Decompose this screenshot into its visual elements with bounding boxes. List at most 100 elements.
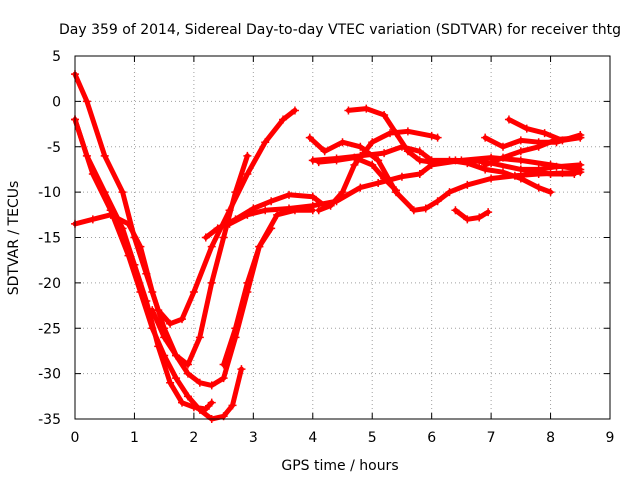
data-point-sat-k	[558, 169, 567, 178]
data-point-sat-a	[166, 319, 175, 328]
data-point-sat-m	[350, 153, 359, 162]
data-point-sat-h	[285, 204, 293, 213]
data-point-sat-r	[516, 165, 525, 174]
data-point-sat-n	[463, 215, 472, 224]
data-point-sat-f	[231, 324, 240, 333]
data-point-sat-f	[267, 224, 276, 233]
data-point-sat-q	[534, 142, 543, 151]
data-point-sat-l	[380, 110, 389, 119]
data-point-sat-d	[183, 360, 192, 369]
data-point-sat-e	[183, 369, 192, 378]
data-point-sat-g	[213, 224, 222, 233]
y-tick-label: -25	[38, 321, 61, 337]
data-point-sat-a	[207, 242, 216, 251]
chart-title: Day 359 of 2014, Sidereal Day-to-day VTE…	[59, 22, 621, 38]
y-axis-label: SDTVAR / TECUs	[6, 181, 22, 296]
data-point-sat-c	[183, 392, 192, 401]
data-point-sat-d	[231, 188, 240, 197]
data-point-sat-l	[415, 156, 424, 165]
data-point-sat-c	[124, 251, 133, 260]
data-point-sat-l	[344, 106, 353, 115]
data-point-sat-i	[350, 160, 359, 169]
data-point-sat-f	[243, 278, 252, 287]
data-point-sat-i	[403, 127, 412, 136]
data-point-sat-m	[332, 156, 341, 165]
series-layer	[71, 70, 585, 423]
data-point-sat-n	[451, 206, 460, 215]
data-point-sat-l	[516, 174, 525, 183]
grid-lines	[75, 56, 610, 419]
x-tick-label: 7	[487, 430, 496, 446]
data-point-sat-o	[499, 142, 507, 151]
data-point-sat-l	[499, 168, 507, 177]
data-point-sat-r	[576, 160, 585, 169]
data-point-sat-o	[481, 133, 490, 142]
data-point-sat-c	[195, 405, 204, 414]
data-point-sat-g	[285, 190, 293, 199]
data-point-sat-h	[397, 172, 406, 181]
data-point-sat-l	[403, 147, 412, 156]
data-point-sat-c	[136, 287, 145, 296]
data-point-sat-a	[118, 188, 127, 197]
data-point-sat-l	[546, 188, 555, 197]
y-tick-label: -15	[38, 231, 61, 247]
data-point-sat-b	[178, 398, 186, 407]
series-line-sat-a	[72, 71, 298, 327]
data-point-sat-a	[189, 287, 198, 296]
x-tick-label: 4	[308, 430, 317, 446]
data-point-sat-a	[279, 115, 288, 124]
data-point-sat-b	[166, 378, 175, 387]
data-point-sat-d	[148, 287, 157, 296]
data-point-sat-l	[463, 159, 472, 168]
data-point-sat-k	[576, 168, 585, 177]
data-point-sat-b	[207, 398, 216, 407]
data-point-sat-f	[255, 242, 264, 251]
data-point-sat-i	[326, 201, 335, 210]
y-tick-label: 5	[52, 49, 61, 65]
data-point-sat-r	[552, 162, 561, 171]
data-point-sat-m	[314, 158, 323, 167]
data-point-sat-e	[273, 210, 282, 219]
data-point-sat-g	[267, 197, 276, 206]
data-point-sat-h	[261, 206, 270, 215]
data-point-sat-l	[392, 129, 400, 138]
data-point-sat-e	[148, 306, 157, 315]
x-tick-label: 6	[427, 430, 436, 446]
series-line-sat-n	[452, 207, 491, 222]
data-point-sat-l	[445, 156, 454, 165]
data-point-sat-a	[290, 106, 299, 115]
data-point-sat-p	[522, 124, 531, 133]
data-point-sat-h	[356, 183, 365, 192]
data-point-sat-c	[148, 324, 157, 333]
data-point-sat-k	[305, 133, 314, 142]
y-tick-label: 0	[52, 94, 61, 110]
y-tick-labels: 5 0 -5 -10 -15 -20 -25 -30 -35	[38, 49, 61, 428]
x-tick-label: 8	[546, 430, 555, 446]
data-point-sat-m	[368, 160, 377, 169]
data-point-sat-d	[195, 333, 204, 342]
data-point-sat-a	[178, 315, 186, 324]
data-point-sat-j	[308, 156, 317, 165]
data-point-sat-e	[160, 333, 169, 342]
data-point-sat-k	[338, 138, 347, 147]
series-line-sat-k	[307, 135, 583, 213]
data-point-sat-q	[552, 135, 561, 144]
data-point-sat-i	[433, 133, 442, 142]
data-point-sat-g	[201, 233, 210, 242]
data-point-sat-j	[415, 147, 424, 156]
data-point-sat-i	[427, 131, 436, 140]
data-point-sat-d	[88, 215, 97, 224]
y-tick-label: -30	[38, 367, 61, 383]
x-axis-label: GPS time / hours	[281, 458, 398, 474]
data-point-sat-i	[368, 138, 377, 147]
series-line-sat-l	[345, 106, 554, 195]
data-point-sat-k	[320, 147, 329, 156]
data-point-sat-a	[243, 169, 252, 178]
data-point-sat-c	[237, 365, 246, 374]
data-point-sat-k	[374, 156, 383, 165]
x-tick-label: 5	[368, 430, 377, 446]
data-point-sat-r	[534, 165, 543, 174]
data-point-sat-c	[172, 374, 181, 383]
y-tick-label: -10	[38, 185, 61, 201]
